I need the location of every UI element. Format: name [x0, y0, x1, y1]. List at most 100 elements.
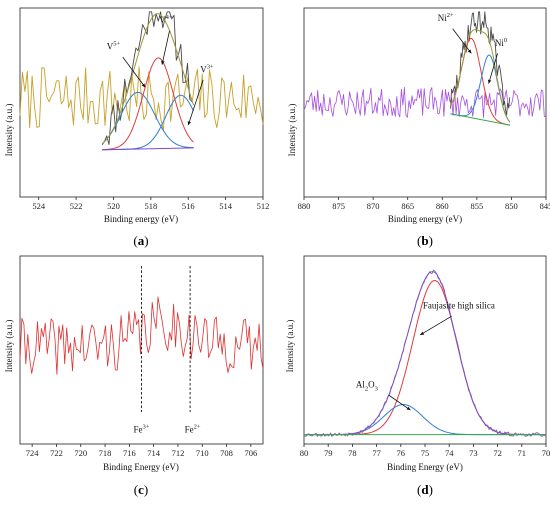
pointer-arrow-0 [122, 56, 146, 88]
xtick-label-d-4: 76 [397, 448, 406, 458]
xtick-label-d-8: 72 [493, 448, 502, 458]
pointer-arrow-6 [388, 394, 411, 411]
xtick-label-d-2: 78 [348, 448, 357, 458]
panel-label-c: (c) [134, 482, 148, 497]
xtick-label-b-2: 870 [367, 201, 380, 211]
xtick-label-c-1: 722 [50, 448, 63, 458]
annotations-d: Faujasite high silica Al2O3 [356, 301, 495, 411]
xtick-label-b-7: 845 [540, 201, 550, 211]
xtick-label-c-7: 710 [196, 448, 209, 458]
annotation-c-0: Fe3+ [134, 424, 150, 435]
xtick-label-b-6: 850 [505, 201, 518, 211]
fit-peak-d-1 [304, 404, 546, 436]
annotation-d-0: Faujasite high silica [423, 301, 495, 311]
xtick-label-c-3: 718 [99, 448, 112, 458]
xtick-label-c-0: 724 [26, 448, 40, 458]
pointer-arrow-2 [187, 79, 204, 126]
raw-trace-a2 [101, 11, 193, 146]
pointer-arrow-1 [161, 30, 170, 65]
annotations-a: V5+ V4+ V3+ [107, 14, 214, 126]
xtick-label-d-10: 70 [542, 448, 550, 458]
plot-frame-b [303, 7, 547, 198]
xlabel-b: Binding energy (eV) [388, 214, 462, 224]
pointer-arrowhead-6 [406, 406, 411, 411]
xticks-d: 80 79 78 77 76 75 74 73 72 71 70 [300, 444, 550, 458]
xticks-a: 524 522 520 518 516 514 512 [32, 197, 269, 211]
xtick-label-b-4: 860 [436, 201, 449, 211]
ylabel-a: Intensity (a.u.) [4, 104, 14, 157]
xticks-c: 724 722 720 718 716 714 712 710 708 706 [26, 444, 257, 458]
xtick-label-d-0: 80 [300, 448, 309, 458]
ylabel-c: Intensity (a.u.) [4, 320, 14, 373]
pointer-arrow-4 [488, 53, 498, 84]
ylabel-b: Intensity (a.u.) [287, 104, 297, 157]
pointer-arrowhead-1 [161, 60, 165, 65]
annotation-c-1: Fe2+ [185, 424, 201, 435]
fit-peak-a-1 [102, 57, 194, 151]
xtick-label-b-5: 855 [470, 201, 483, 211]
panel-label-d: (d) [417, 482, 433, 497]
xtick-label-a-5: 514 [219, 201, 233, 211]
xtick-label-a-3: 518 [144, 201, 157, 211]
data-b [303, 11, 546, 126]
xtick-label-c-2: 720 [74, 448, 87, 458]
annotation-a-0: V5+ [107, 41, 121, 52]
xtick-label-c-4: 716 [123, 448, 136, 458]
xtick-label-a-2: 520 [107, 201, 120, 211]
annotation-b-1: Ni0 [495, 37, 507, 48]
xlabel-c: Binding Energy (eV) [103, 462, 179, 472]
fit-envelope-a [101, 13, 194, 144]
xtick-label-b-3: 865 [401, 201, 414, 211]
xtick-label-d-9: 71 [518, 448, 527, 458]
xtick-label-a-4: 516 [182, 201, 195, 211]
xticks-b: 880 875 870 865 860 855 850 845 [298, 197, 550, 211]
annotations-b: Ni2+ Ni0 [438, 12, 507, 84]
plot-frame-c [19, 255, 264, 445]
ylabel-d: Intensity (a.u.) [285, 320, 295, 373]
panel-a: Intensity (a.u.) 524 522 520 518 516 514 512 B… [4, 7, 269, 248]
pointer-arrow-3 [452, 28, 472, 54]
plot-frame-a [19, 7, 264, 198]
xlabel-d: Binding Energy (eV) [387, 462, 463, 472]
annotation-b-0: Ni2+ [438, 12, 454, 23]
xtick-label-c-8: 708 [220, 448, 233, 458]
data-d [303, 269, 547, 437]
raw-trace-b2 [450, 11, 511, 116]
raw-trace-b [303, 87, 546, 118]
xtick-label-b-1: 875 [332, 201, 345, 211]
xtick-label-d-7: 73 [469, 448, 478, 458]
xtick-label-a-0: 524 [32, 201, 46, 211]
xtick-label-a-1: 522 [70, 201, 83, 211]
data-c [19, 266, 264, 412]
panel-b: Intensity (a.u.) 880 875 870 865 860 855 850 84… [287, 7, 550, 248]
baseline-b [450, 113, 511, 126]
xtick-label-a-6: 512 [257, 201, 270, 211]
annotations-c: Fe3+ Fe2+ [134, 424, 201, 435]
xtick-label-d-6: 74 [445, 448, 454, 458]
annotation-a-1: V4+ [159, 14, 173, 25]
xtick-label-c-9: 706 [244, 448, 257, 458]
panel-d: Intensity (a.u.) 80 79 78 77 76 75 74 73 72 71 70 … [285, 255, 550, 497]
panel-label-a: (a) [133, 233, 148, 248]
xtick-label-c-6: 712 [172, 448, 185, 458]
annotation-a-2: V3+ [200, 63, 214, 74]
annotation-d-1: Al2O3 [356, 380, 378, 393]
xtick-label-c-5: 714 [147, 448, 161, 458]
panel-label-b: (b) [417, 233, 433, 248]
plot-frame-d [303, 255, 547, 445]
xlabel-a: Binding energy (eV) [104, 214, 178, 224]
xtick-label-d-5: 75 [421, 448, 430, 458]
pointer-arrow-5 [419, 315, 452, 336]
pointer-arrowhead-0 [141, 83, 146, 88]
xtick-label-d-1: 79 [324, 448, 333, 458]
fit-peak-a-0 [101, 91, 194, 149]
pointer-arrowhead-5 [420, 331, 425, 335]
pointer-arrowhead-4 [487, 79, 492, 84]
xtick-label-d-3: 77 [372, 448, 381, 458]
data-a [19, 11, 264, 151]
baseline-a [102, 147, 194, 151]
xtick-label-b-0: 880 [298, 201, 311, 211]
panel-c: Intensity (a.u.) 724 722 720 718 716 714 712 71… [4, 255, 264, 497]
pointer-arrowhead-2 [187, 121, 192, 126]
